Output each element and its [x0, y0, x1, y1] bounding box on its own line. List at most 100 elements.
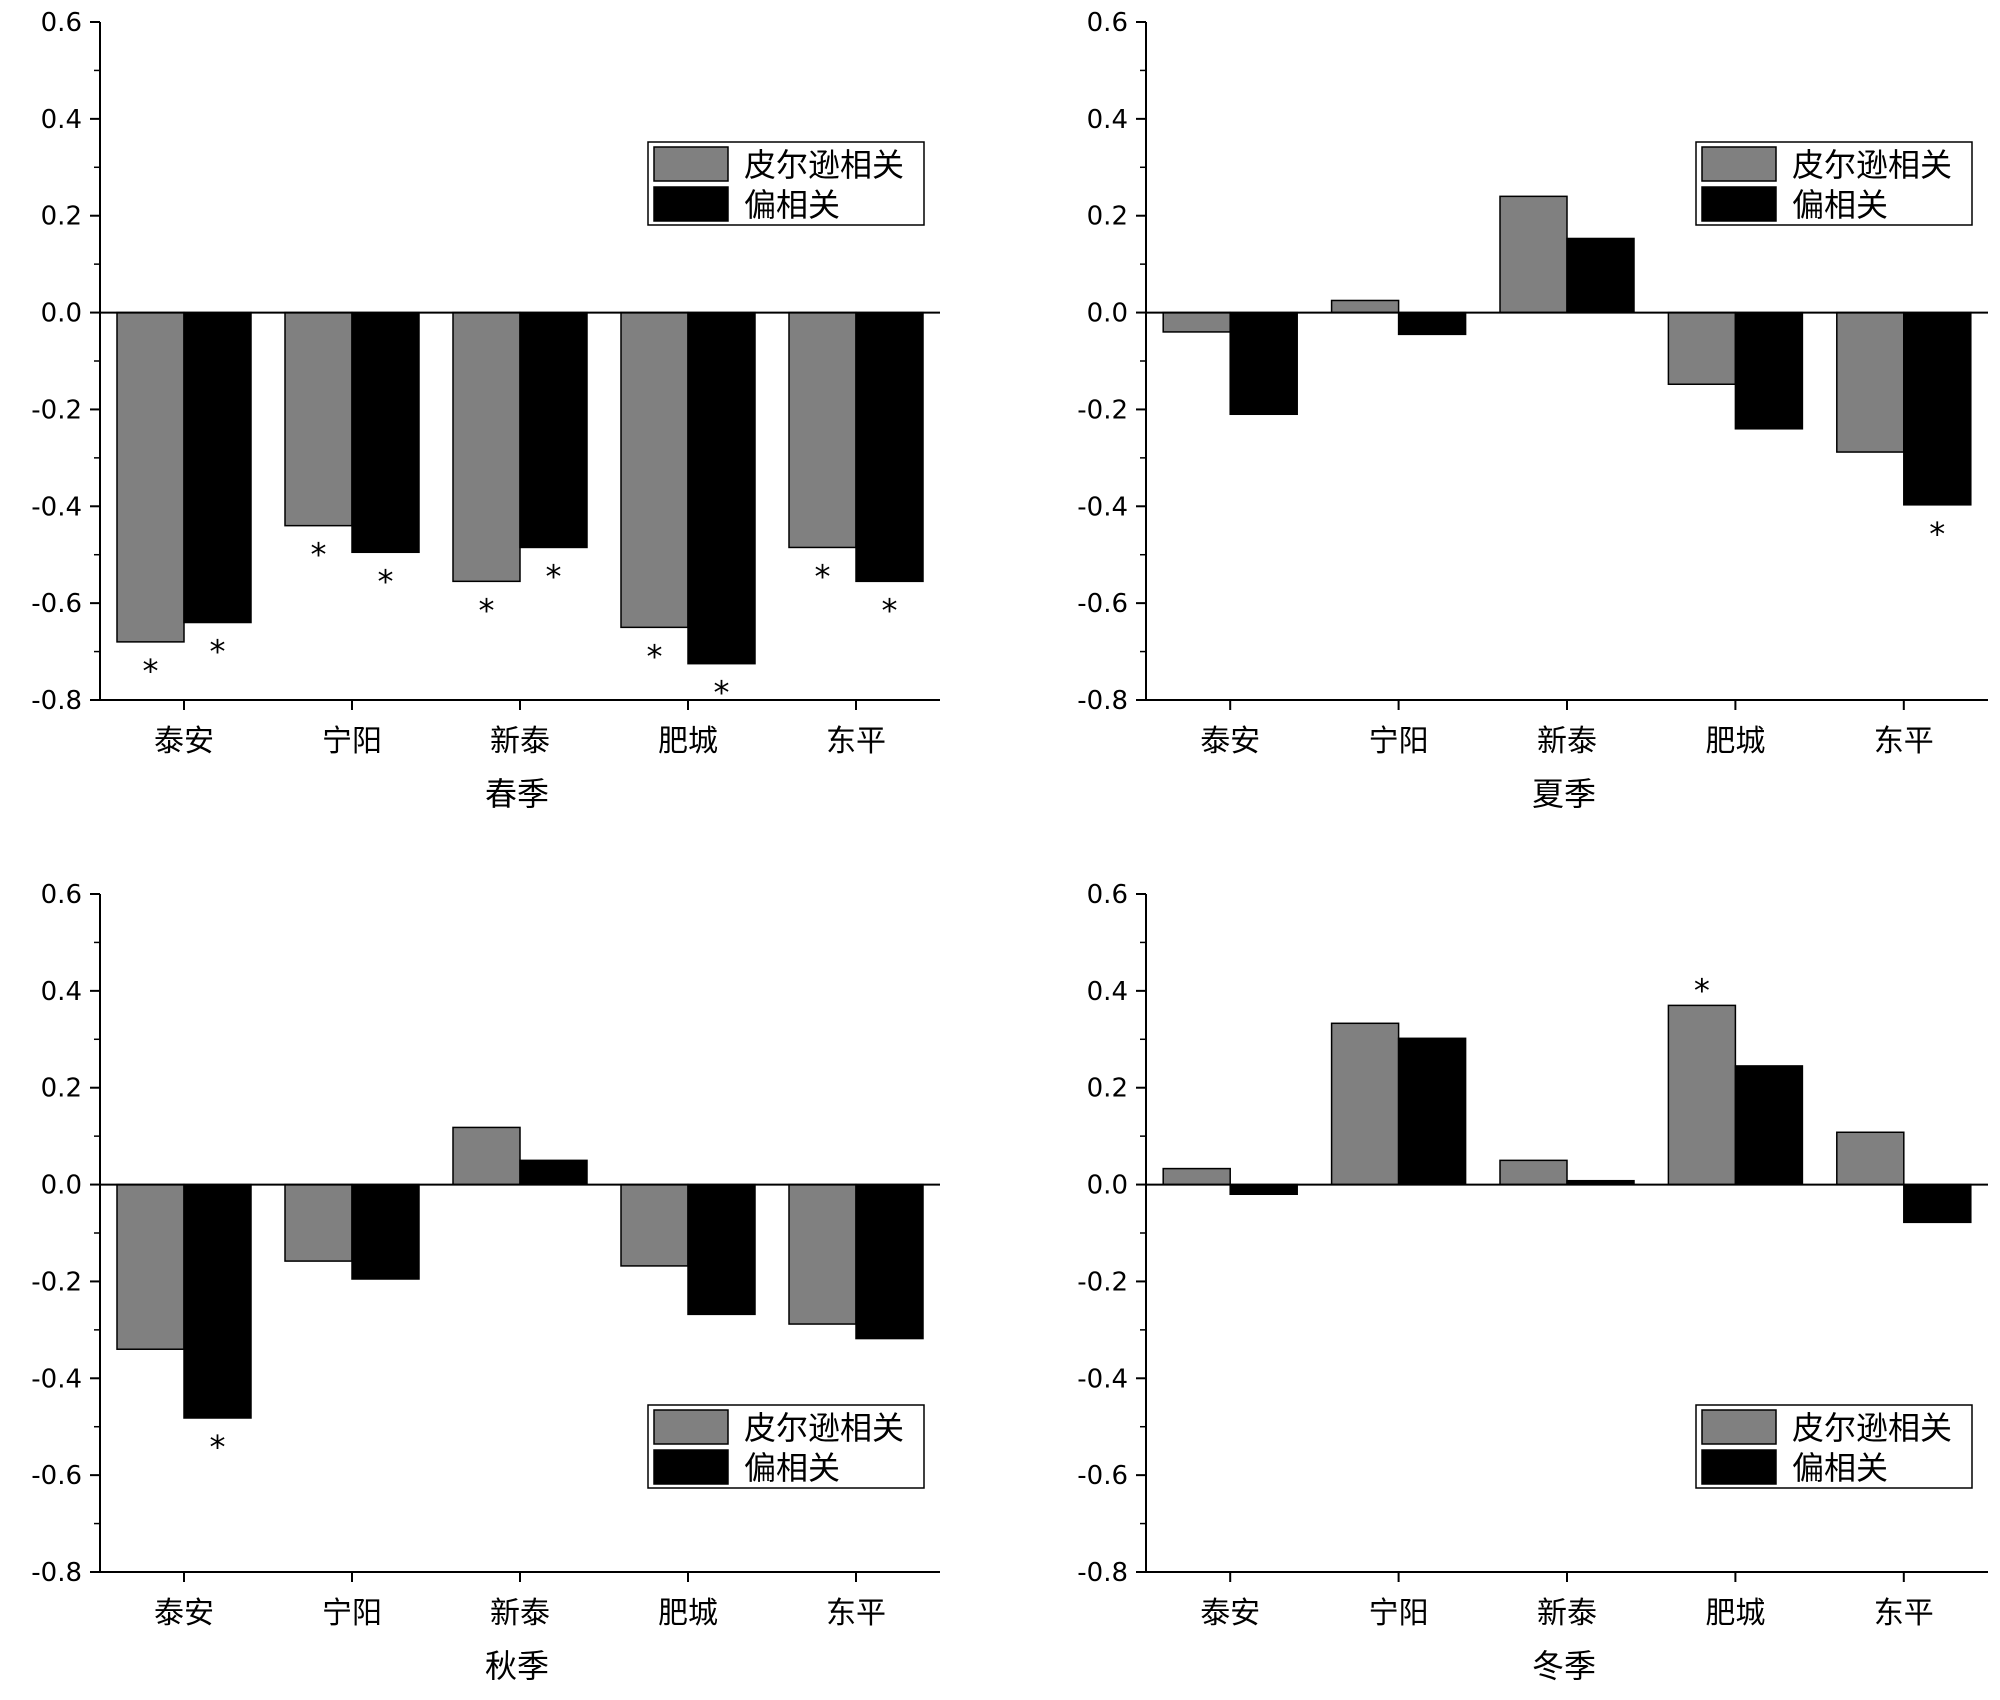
y-tick-label: -0.6: [1077, 589, 1128, 619]
y-tick-label: 0.0: [41, 1171, 82, 1201]
bar-pearson: [788, 1183, 857, 1325]
significance-mark: *: [1694, 971, 1710, 1009]
significance-mark: *: [479, 591, 495, 629]
x-tick-label: 新泰: [1537, 724, 1597, 759]
bar-pearson: [116, 1183, 185, 1350]
y-tick-label: 0.4: [41, 105, 82, 135]
significance-mark: *: [378, 562, 394, 600]
bar-pearson: [620, 1183, 689, 1267]
significance-mark: *: [210, 633, 226, 671]
bar-pearson: [620, 311, 689, 629]
y-tick-label: 0.2: [1087, 1074, 1128, 1104]
bar-pearson: [1330, 299, 1400, 314]
y-tick-label: -0.4: [31, 492, 82, 522]
legend-swatch-pearson: [653, 146, 729, 182]
bar-pearson: [284, 311, 353, 527]
x-tick-label: 宁阳: [322, 1596, 382, 1631]
y-tick-label: 0.6: [1087, 8, 1128, 38]
y-tick-label: -0.8: [1077, 1558, 1128, 1588]
x-tick-label: 新泰: [1537, 1596, 1597, 1631]
significance-mark: *: [546, 557, 562, 595]
legend-label: 偏相关: [1792, 1449, 1888, 1487]
y-tick-label: 0.4: [1087, 105, 1128, 135]
bar-partial: [1903, 311, 1972, 506]
y-tick-label: -0.8: [31, 1558, 82, 1588]
bar-pearson: [1667, 1004, 1737, 1186]
x-tick-label: 东平: [1874, 724, 1934, 759]
y-tick-label: -0.6: [31, 1461, 82, 1491]
x-tick-label: 宁阳: [322, 724, 382, 759]
legend-swatch-pearson: [653, 1409, 729, 1445]
bar-pearson: [1836, 1131, 1905, 1186]
significance-mark: *: [311, 536, 327, 574]
bar-partial: [1229, 1183, 1298, 1196]
significance-mark: *: [1929, 515, 1945, 553]
y-tick-label: 0.2: [1087, 202, 1128, 232]
y-tick-label: -0.2: [1077, 1267, 1128, 1297]
x-tick-label: 泰安: [154, 724, 214, 759]
x-tick-label: 新泰: [490, 724, 550, 759]
y-tick-label: -0.8: [31, 686, 82, 716]
x-tick-label: 泰安: [1200, 724, 1260, 759]
bar-pearson: [1499, 1159, 1568, 1186]
bar-partial: [855, 311, 924, 583]
bar-pearson: [1667, 311, 1737, 385]
x-axis-title: 春季: [485, 775, 549, 813]
legend-swatch-partial: [1701, 1449, 1777, 1485]
x-tick-label: 肥城: [658, 1596, 718, 1631]
chart-panel-2: * 0.6 0.4 0.2 0.0 -0.2 -0.4 -0.6 -0.8 泰安 宁阳 新泰 肥城 东平夏…: [1077, 8, 1988, 813]
legend-label: 偏相关: [1792, 186, 1888, 224]
bar-partial: [1397, 1037, 1467, 1186]
y-tick-label: 0.2: [41, 202, 82, 232]
y-tick-label: -0.4: [31, 1364, 82, 1394]
y-tick-label: -0.2: [31, 395, 82, 425]
bar-pearson: [1162, 1167, 1231, 1186]
significance-mark: *: [210, 1428, 226, 1466]
y-tick-label: 0.6: [1087, 880, 1128, 910]
bar-partial: [351, 311, 420, 554]
bar-partial: [183, 1183, 252, 1419]
significance-mark: *: [882, 591, 898, 629]
bar-partial: [1903, 1183, 1972, 1224]
chart-panel-3: * 0.6 0.4 0.2 0.0 -0.2 -0.4 -0.6 -0.8 泰安 宁阳 新泰 肥城 东平秋…: [31, 880, 940, 1685]
bar-pearson: [452, 1126, 521, 1186]
significance-mark: *: [143, 652, 159, 690]
x-tick-label: 新泰: [490, 1596, 550, 1631]
legend-label: 皮尔逊相关: [744, 1409, 904, 1447]
bar-partial: [687, 1183, 756, 1316]
x-tick-label: 东平: [1874, 1596, 1934, 1631]
x-tick-label: 肥城: [1705, 1596, 1765, 1631]
y-tick-label: 0.6: [41, 8, 82, 38]
bar-partial: [1566, 237, 1635, 314]
bar-partial: [1229, 311, 1298, 416]
bar-partial: [1397, 311, 1467, 336]
legend-swatch-pearson: [1701, 146, 1777, 182]
bar-pearson: [1330, 1022, 1400, 1186]
y-tick-label: 0.4: [41, 977, 82, 1007]
y-tick-label: -0.6: [31, 589, 82, 619]
y-tick-label: 0.0: [1087, 299, 1128, 329]
legend-label: 皮尔逊相关: [1792, 146, 1952, 184]
x-axis-title: 夏季: [1532, 775, 1596, 813]
x-tick-label: 宁阳: [1369, 1596, 1429, 1631]
y-tick-label: -0.4: [1077, 1364, 1128, 1394]
bar-partial: [519, 311, 588, 549]
legend-swatch-partial: [653, 186, 729, 222]
x-axis-title: 冬季: [1532, 1647, 1596, 1685]
bar-pearson: [284, 1183, 353, 1262]
legend-label: 皮尔逊相关: [744, 146, 904, 184]
significance-mark: *: [647, 637, 663, 675]
chart-panel-1: * * * * * * * * * * 0.6 0.4 0.2 0.0 -0.2 -0.4 -0.6 -0.8 泰安…: [31, 8, 940, 813]
legend-swatch-pearson: [1701, 1409, 1777, 1445]
x-axis-title: 秋季: [485, 1647, 549, 1685]
bar-partial: [855, 1183, 924, 1340]
legend-swatch-partial: [1701, 186, 1777, 222]
significance-mark: *: [714, 674, 730, 712]
legend-swatch-partial: [653, 1449, 729, 1485]
x-tick-label: 泰安: [1200, 1596, 1260, 1631]
chart-panel-4: * 0.6 0.4 0.2 0.0 -0.2 -0.4 -0.6 -0.8 泰安 宁阳 新泰 肥城 东平冬…: [1077, 880, 1988, 1685]
